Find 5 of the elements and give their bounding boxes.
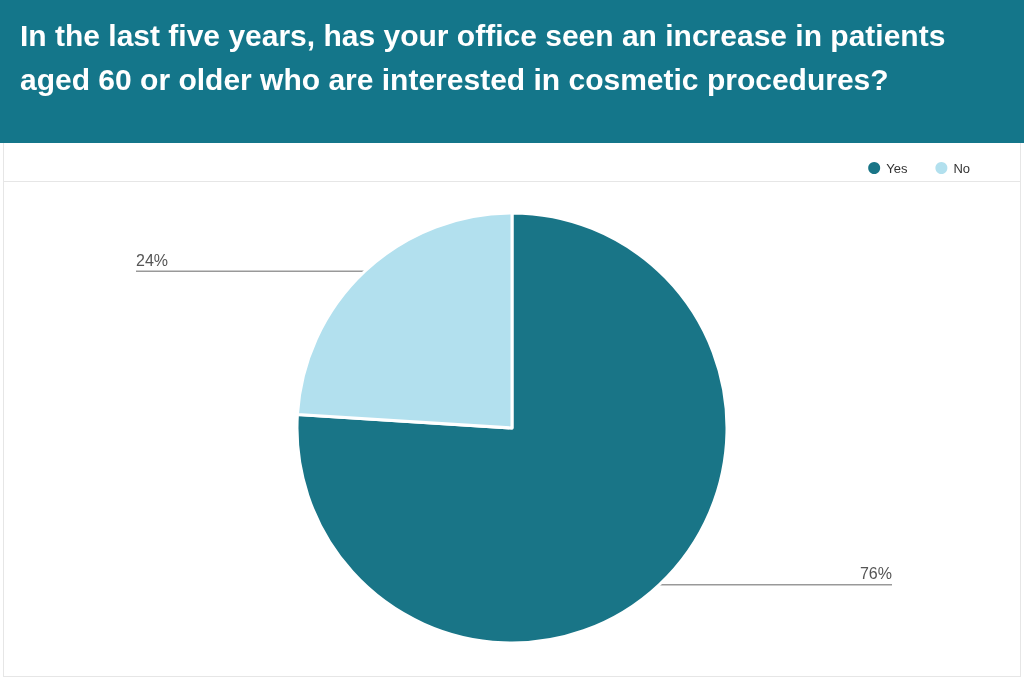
chart-title: In the last five years, has your office seen an increase in patients aged 60 or older who are interested in cosmetic procedures? bbox=[20, 18, 947, 98]
legend-label: Yes bbox=[886, 160, 908, 176]
data-label: 24% bbox=[136, 251, 169, 269]
data-label: 76% bbox=[859, 565, 892, 583]
legend-label: No bbox=[953, 160, 971, 176]
